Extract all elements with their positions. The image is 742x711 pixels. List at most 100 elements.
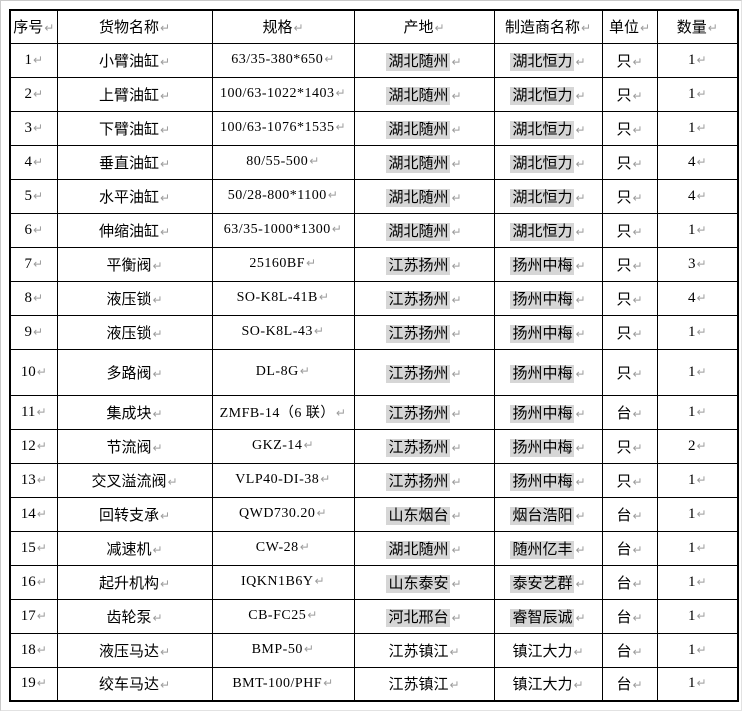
paragraph-mark-icon: ↵ [449,678,460,693]
paragraph-mark-icon: ↵ [696,438,707,453]
cell-origin: 江苏扬州 ↵ [353,280,495,316]
paragraph-mark-icon: ↵ [575,406,586,421]
paragraph-mark-icon: ↵ [306,256,317,270]
cell-manufacturer: 扬州中梅 ↵ [493,428,603,464]
cell-unit: 只↵ [601,462,658,498]
cell-quantity: 1↵ [656,348,739,396]
paragraph-mark-icon: ↵ [696,86,707,101]
cell-goods-name: 交叉溢流阀↵ [56,462,213,498]
cell-unit: 台↵ [601,564,658,600]
cell-serial-number: 19↵ [9,666,58,702]
paragraph-mark-icon: ↵ [696,364,707,379]
paragraph-mark-icon: ↵ [575,326,586,341]
cell-manufacturer: 湖北恒力 ↵ [493,212,603,248]
paragraph-mark-icon: ↵ [632,156,643,171]
cell-manufacturer: 随州亿丰 ↵ [493,530,603,566]
paragraph-mark-icon: ↵ [159,54,171,69]
cell-quantity: 1↵ [656,394,739,430]
paragraph-mark-icon: ↵ [575,224,586,239]
paragraph-mark-icon: ↵ [575,440,586,455]
paragraph-mark-icon: ↵ [451,474,462,489]
cell-specification: SO-K8L-43↵ [211,314,355,350]
paragraph-mark-icon: ↵ [327,188,339,202]
cell-origin: 江苏扬州 ↵ [353,394,495,430]
paragraph-mark-icon: ↵ [32,154,44,169]
paragraph-mark-icon: ↵ [575,508,586,523]
paragraph-mark-icon: ↵ [159,190,171,205]
cell-manufacturer: 镇江大力↵ [493,632,603,668]
paragraph-mark-icon: ↵ [159,156,171,171]
paragraph-mark-icon: ↵ [639,21,651,36]
cell-origin: 湖北随州 ↵ [353,76,495,112]
paragraph-mark-icon: ↵ [696,52,707,67]
paragraph-mark-icon: ↵ [36,404,47,419]
cell-origin: 湖北随州 ↵ [353,178,495,214]
cell-unit: 台↵ [601,394,658,430]
paragraph-mark-icon: ↵ [159,678,171,693]
cell-manufacturer: 扬州中梅 ↵ [493,314,603,350]
header-label: 货物名称 [98,20,159,37]
paragraph-mark-icon: ↵ [32,188,44,203]
cell-serial-number: 16↵ [9,564,58,600]
paragraph-mark-icon: ↵ [299,540,311,554]
paragraph-mark-icon: ↵ [696,120,707,135]
cell-origin: 江苏扬州 ↵ [353,462,495,498]
paragraph-mark-icon: ↵ [32,290,44,305]
paragraph-mark-icon: ↵ [451,542,462,557]
paragraph-mark-icon: ↵ [335,86,347,100]
cell-quantity: 1↵ [656,314,739,350]
cell-specification: 25160BF↵ [211,246,355,282]
paragraph-mark-icon: ↵ [307,608,318,622]
cell-serial-number: 12↵ [9,428,58,464]
paragraph-mark-icon: ↵ [696,506,707,521]
cell-unit: 台↵ [601,598,658,634]
paragraph-mark-icon: ↵ [696,290,707,305]
paragraph-mark-icon: ↵ [318,290,330,304]
paragraph-mark-icon: ↵ [32,324,44,339]
cell-goods-name: 液压马达↵ [56,632,213,668]
cell-quantity: 1↵ [656,530,739,566]
paragraph-mark-icon: ↵ [293,21,304,36]
cell-goods-name: 回转支承↵ [56,496,213,532]
paragraph-mark-icon: ↵ [449,644,460,659]
cell-goods-name: 绞车马达↵ [56,666,213,702]
paragraph-mark-icon: ↵ [575,190,586,205]
cell-specification: 100/63-1076*1535↵ [211,110,355,146]
table-row: 4↵ 垂直油缸↵ 80/55-500↵ 湖北随州 ↵ 湖北恒力 ↵ 只↵ 4↵ [9,144,739,180]
cell-unit: 只↵ [601,42,658,78]
paragraph-mark-icon: ↵ [632,678,643,693]
cell-origin: 江苏扬州 ↵ [353,428,495,464]
paragraph-mark-icon: ↵ [632,406,643,421]
paragraph-mark-icon: ↵ [451,610,462,625]
header-cell-qty: 数量↵ [656,9,739,44]
header-cell-unit: 单位↵ [601,9,658,44]
paragraph-mark-icon: ↵ [575,258,586,273]
cell-goods-name: 水平油缸↵ [56,178,213,214]
paragraph-mark-icon: ↵ [632,440,643,455]
header-label: 规格 [262,20,293,37]
cell-serial-number: 3↵ [9,110,58,146]
paragraph-mark-icon: ↵ [152,326,163,341]
cell-quantity: 3↵ [656,246,739,282]
cell-quantity: 1↵ [656,598,739,634]
paragraph-mark-icon: ↵ [632,292,643,307]
cell-goods-name: 起升机构↵ [56,564,213,600]
paragraph-mark-icon: ↵ [331,222,343,236]
paragraph-mark-icon: ↵ [36,608,47,623]
paragraph-mark-icon: ↵ [575,88,586,103]
cell-manufacturer: 湖北恒力 ↵ [493,110,603,146]
cell-specification: ZMFB-14（6 联）↵ [211,394,355,430]
cell-unit: 只↵ [601,76,658,112]
cell-goods-name: 液压锁↵ [56,280,213,316]
paragraph-mark-icon: ↵ [32,120,44,135]
parts-table: 序号↵ 货物名称↵ 规格↵ 产地↵ 制造商名称↵ 单位↵ 数量↵ 1↵ 小臂油缸… [9,9,739,702]
paragraph-mark-icon: ↵ [159,644,171,659]
cell-origin: 江苏扬州 ↵ [353,314,495,350]
cell-origin: 江苏扬州 ↵ [353,246,495,282]
cell-unit: 只↵ [601,280,658,316]
paragraph-mark-icon: ↵ [159,88,171,103]
table-row: 18↵ 液压马达↵ BMP-50↵ 江苏镇江↵ 镇江大力↵ 台↵ 1↵ [9,632,739,668]
paragraph-mark-icon: ↵ [632,508,643,523]
cell-manufacturer: 扬州中梅 ↵ [493,246,603,282]
paragraph-mark-icon: ↵ [320,472,331,486]
